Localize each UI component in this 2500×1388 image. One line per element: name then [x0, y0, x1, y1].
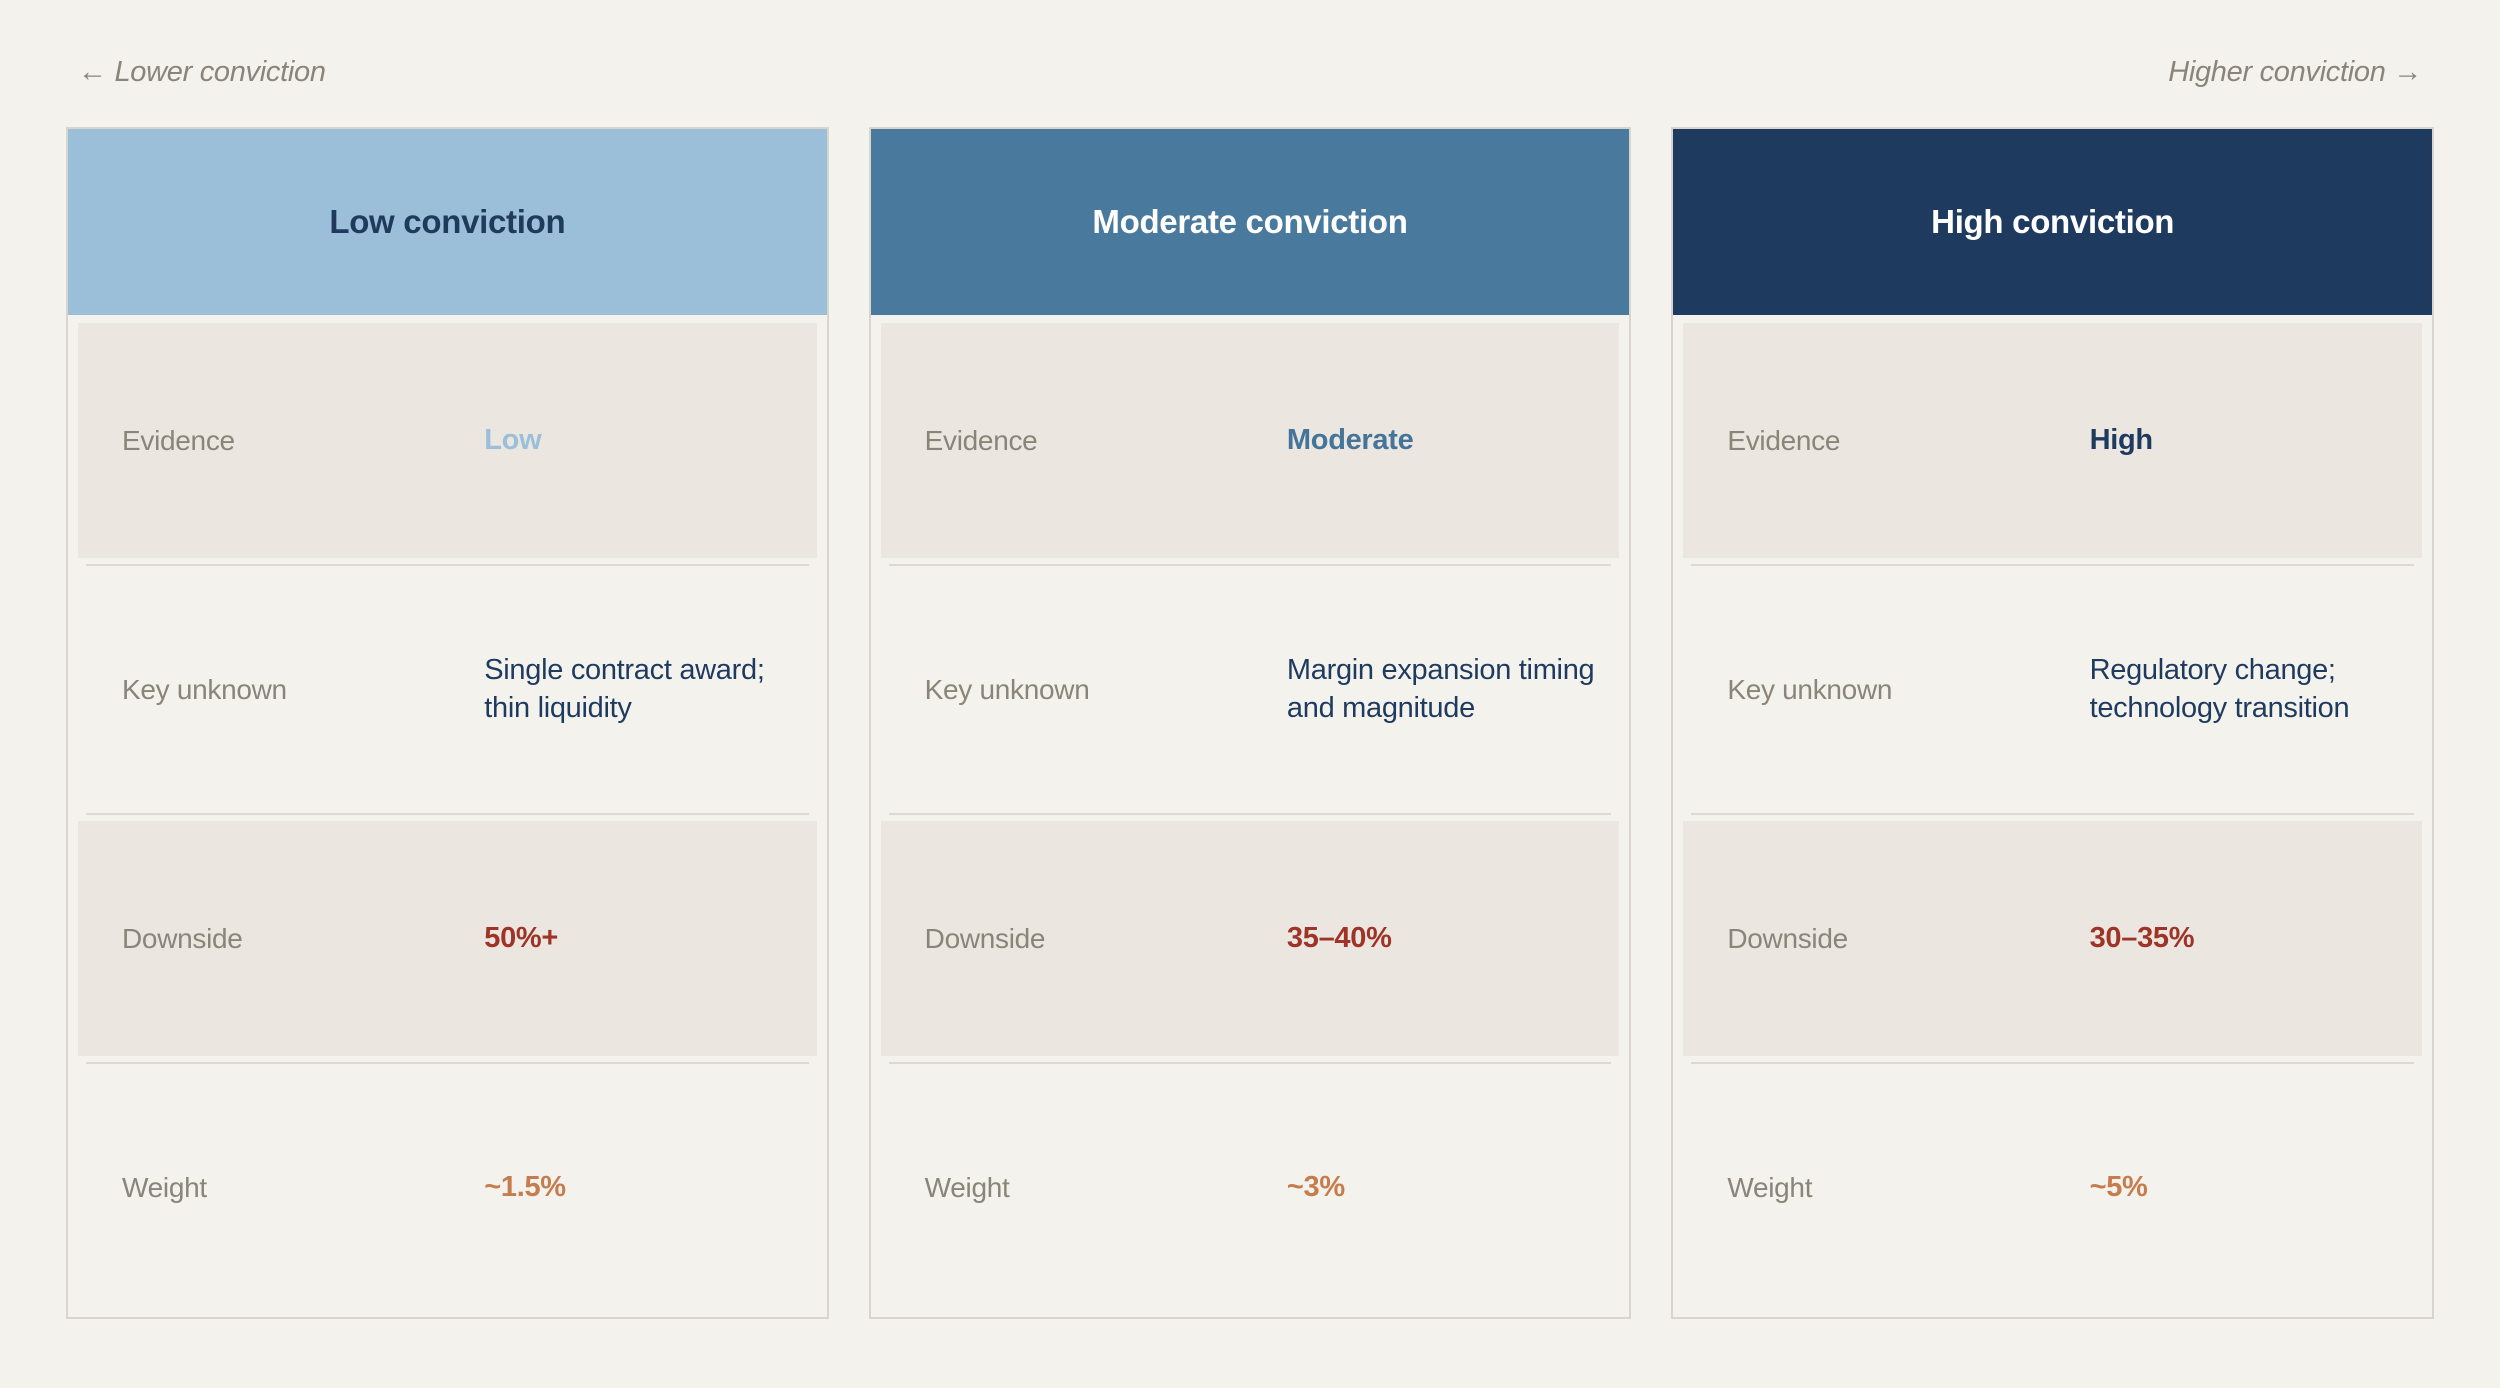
- row-divider: [888, 813, 1612, 815]
- key-unknown-value: Regulatory change; technology transition: [2089, 653, 2350, 724]
- downside-label: Downside: [1727, 922, 1848, 954]
- key-unknown-label: Key unknown: [1727, 673, 1893, 705]
- row-divider: [86, 1062, 809, 1064]
- key-unknown-row: Key unknown Single contract award; thin …: [78, 572, 817, 807]
- conviction-axis: ← Lower conviction Higher conviction →: [0, 0, 2500, 89]
- weight-value: ~5%: [2089, 1171, 2148, 1203]
- evidence-value: Moderate: [1286, 424, 1414, 456]
- card-moderate-conviction: Moderate conviction Evidence Moderate Ke…: [868, 127, 1632, 1319]
- key-unknown-row: Key unknown Margin expansion timing and …: [881, 572, 1620, 807]
- axis-label-lower: ← Lower conviction: [78, 56, 326, 88]
- card-high-conviction: High conviction Evidence High Key unknow…: [1671, 127, 2434, 1319]
- downside-value: 35–40%: [1286, 922, 1392, 954]
- weight-value: ~3%: [1286, 1171, 1345, 1203]
- key-unknown-row: Key unknown Regulatory change; technolog…: [1683, 572, 2422, 807]
- card-title: Moderate conviction: [870, 129, 1630, 315]
- conviction-cards: Low conviction Evidence Low Key unknown …: [66, 127, 2434, 1319]
- key-unknown-value: Margin expansion timing and magnitude: [1286, 653, 1595, 724]
- card-body: Evidence Moderate Key unknown Margin exp…: [871, 315, 1630, 1317]
- downside-row: Downside 35–40%: [880, 821, 1620, 1056]
- downside-label: Downside: [122, 922, 243, 954]
- evidence-label: Evidence: [924, 424, 1038, 456]
- downside-value: 50%+: [484, 922, 559, 954]
- weight-label: Weight: [924, 1171, 1010, 1203]
- card-body: Evidence Low Key unknown Single contract…: [68, 315, 827, 1317]
- card-title: High conviction: [1673, 129, 2432, 315]
- evidence-row: Evidence High: [1683, 323, 2422, 558]
- weight-label: Weight: [122, 1171, 207, 1203]
- key-unknown-label: Key unknown: [924, 673, 1090, 705]
- axis-label-higher: Higher conviction →: [2168, 56, 2422, 88]
- row-divider: [86, 813, 809, 815]
- key-unknown-label: Key unknown: [122, 673, 287, 705]
- weight-label: Weight: [1727, 1171, 1813, 1203]
- row-divider: [86, 564, 809, 566]
- weight-value: ~1.5%: [484, 1171, 566, 1203]
- weight-row: Weight ~5%: [1683, 1070, 2422, 1305]
- row-divider: [1691, 813, 2414, 815]
- row-divider: [1691, 1062, 2414, 1064]
- evidence-row: Evidence Moderate: [880, 323, 1620, 558]
- downside-row: Downside 50%+: [78, 821, 817, 1056]
- evidence-row: Evidence Low: [78, 323, 817, 558]
- evidence-label: Evidence: [1727, 424, 1841, 456]
- downside-value: 30–35%: [2089, 922, 2195, 954]
- downside-label: Downside: [924, 922, 1046, 954]
- weight-row: Weight ~1.5%: [78, 1070, 817, 1305]
- row-divider: [888, 564, 1612, 566]
- weight-row: Weight ~3%: [881, 1070, 1620, 1305]
- card-body: Evidence High Key unknown Regulatory cha…: [1673, 315, 2432, 1317]
- evidence-value: High: [2089, 424, 2154, 456]
- evidence-value: Low: [484, 424, 542, 456]
- card-title: Low conviction: [68, 129, 827, 315]
- evidence-label: Evidence: [122, 424, 235, 456]
- row-divider: [888, 1062, 1612, 1064]
- key-unknown-value: Single contract award; thin liquidity: [484, 653, 765, 724]
- card-low-conviction: Low conviction Evidence Low Key unknown …: [66, 127, 829, 1319]
- row-divider: [1691, 564, 2414, 566]
- downside-row: Downside 30–35%: [1683, 821, 2422, 1056]
